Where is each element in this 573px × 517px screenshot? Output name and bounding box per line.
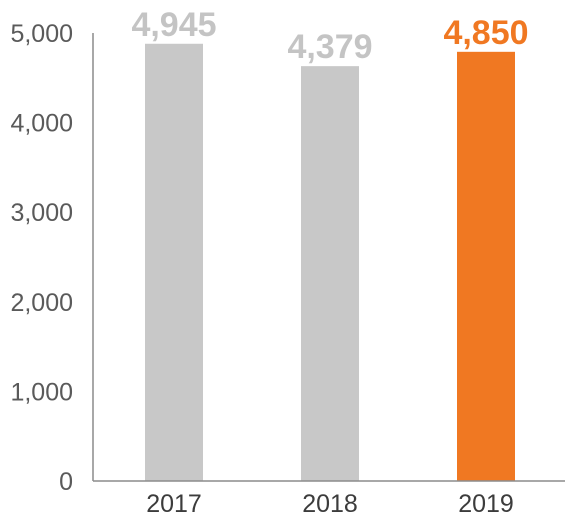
- y-tick-label: 0: [59, 468, 73, 496]
- x-axis: 2017 2018 2019: [93, 480, 565, 517]
- y-tick-label: 5,000: [10, 20, 73, 48]
- bar-2018: [301, 66, 359, 481]
- x-tick-label-2018: 2018: [302, 490, 358, 517]
- x-tick-label-2017: 2017: [146, 490, 202, 517]
- x-tick-label-2019: 2019: [458, 490, 514, 517]
- data-label-2018: 4,379: [287, 28, 372, 66]
- y-axis: 0 1,000 2,000 3,000 4,000 5,000: [10, 20, 94, 496]
- bar-2017: [145, 43, 203, 481]
- y-tick-label: 1,000: [10, 378, 73, 406]
- y-tick-label: 2,000: [10, 289, 73, 317]
- bar-2019: [457, 51, 515, 481]
- data-labels: 4,945 4,379 4,850: [131, 6, 528, 66]
- y-tick-label: 3,000: [10, 199, 73, 227]
- data-label-2017: 4,945: [131, 6, 216, 44]
- data-label-2019: 4,850: [443, 14, 528, 52]
- bars: [145, 43, 515, 481]
- y-tick-label: 4,000: [10, 110, 73, 138]
